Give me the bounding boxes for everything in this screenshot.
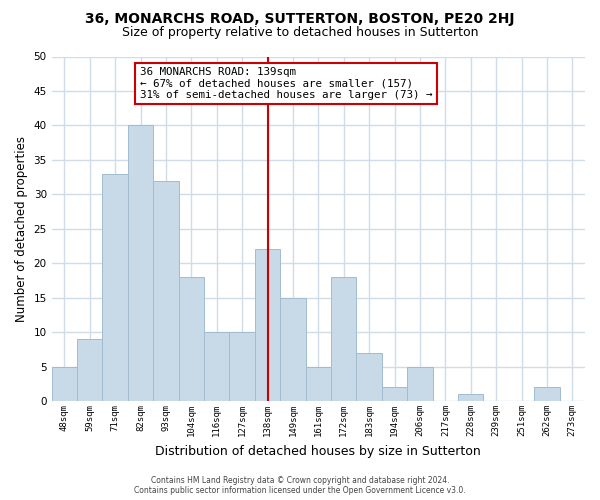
Bar <box>52 366 77 401</box>
X-axis label: Distribution of detached houses by size in Sutterton: Distribution of detached houses by size … <box>155 444 481 458</box>
Text: Size of property relative to detached houses in Sutterton: Size of property relative to detached ho… <box>122 26 478 39</box>
Bar <box>229 332 255 401</box>
Bar <box>77 339 103 401</box>
Bar <box>255 250 280 401</box>
Bar <box>179 277 204 401</box>
Bar <box>305 366 331 401</box>
Text: 36, MONARCHS ROAD, SUTTERTON, BOSTON, PE20 2HJ: 36, MONARCHS ROAD, SUTTERTON, BOSTON, PE… <box>85 12 515 26</box>
Bar <box>458 394 484 401</box>
Bar <box>280 298 305 401</box>
Bar <box>128 126 153 401</box>
Bar <box>382 388 407 401</box>
Bar <box>534 388 560 401</box>
Text: 36 MONARCHS ROAD: 139sqm
← 67% of detached houses are smaller (157)
31% of semi-: 36 MONARCHS ROAD: 139sqm ← 67% of detach… <box>140 67 432 100</box>
Bar <box>103 174 128 401</box>
Bar <box>407 366 433 401</box>
Bar <box>331 277 356 401</box>
Y-axis label: Number of detached properties: Number of detached properties <box>15 136 28 322</box>
Bar <box>204 332 229 401</box>
Bar <box>153 180 179 401</box>
Text: Contains HM Land Registry data © Crown copyright and database right 2024.
Contai: Contains HM Land Registry data © Crown c… <box>134 476 466 495</box>
Bar <box>356 353 382 401</box>
